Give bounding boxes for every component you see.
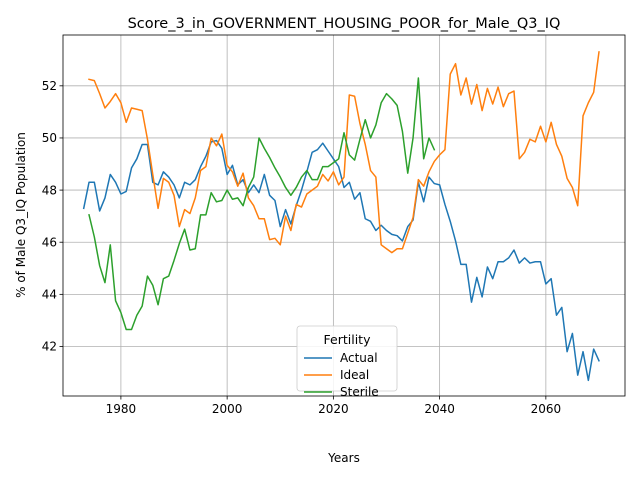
- legend-label-ideal: Ideal: [340, 368, 369, 382]
- series-line-sterile: [88, 77, 436, 331]
- x-tick-label: 1980: [106, 402, 137, 416]
- x-tick-label: 2020: [318, 402, 349, 416]
- legend-title: Fertility: [324, 332, 372, 347]
- y-tick-label: 50: [42, 131, 57, 145]
- x-axis-ticks: 1980 2000 2020 2040 2060: [106, 396, 561, 416]
- y-tick-label: 42: [42, 340, 57, 354]
- x-axis-label: Years: [327, 451, 360, 465]
- y-tick-label: 46: [42, 235, 57, 249]
- legend-entries: Actual Ideal Sterile: [304, 351, 379, 399]
- series-lines: [82, 51, 600, 382]
- y-axis-ticks: 42 44 46 48 50 52: [42, 79, 63, 354]
- y-tick-label: 52: [42, 79, 57, 93]
- legend: Fertility Actual Ideal Sterile: [296, 325, 398, 399]
- x-tick-label: 2060: [531, 402, 562, 416]
- x-tick-label: 2040: [424, 402, 455, 416]
- y-tick-label: 44: [42, 288, 57, 302]
- plot-area-frame: [62, 34, 626, 397]
- x-tick-label: 2000: [212, 402, 243, 416]
- y-tick-label: 48: [42, 183, 57, 197]
- y-axis-label: % of Male Q3_IQ Population: [14, 132, 28, 298]
- legend-label-actual: Actual: [340, 351, 378, 365]
- series-line-actual: [82, 139, 600, 382]
- series-line-ideal: [88, 51, 600, 254]
- chart-title: Score_3_in_GOVERNMENT_HOUSING_POOR_for_M…: [128, 16, 561, 32]
- legend-label-sterile: Sterile: [340, 385, 379, 399]
